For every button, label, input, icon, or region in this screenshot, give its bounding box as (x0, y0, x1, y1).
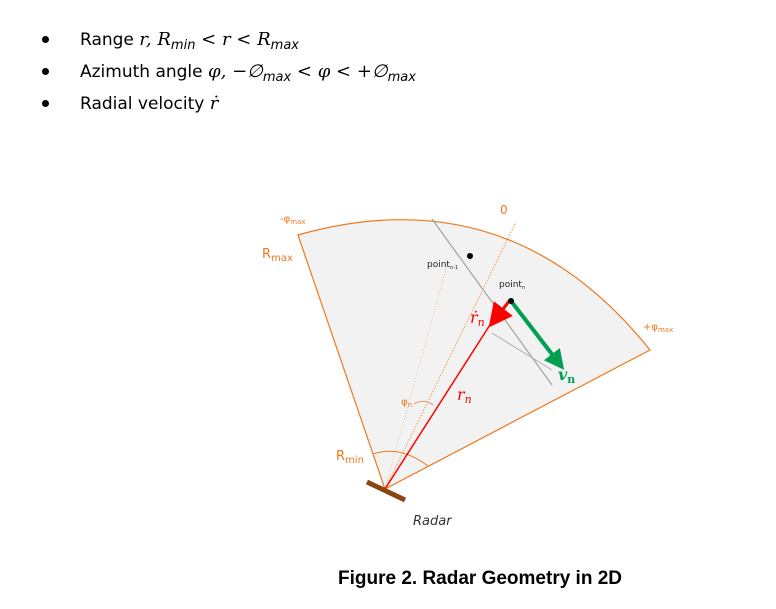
reference-line (384, 261, 449, 490)
bullet-sub: max (262, 70, 292, 85)
pos-phi-max-label: +φmax (643, 322, 673, 334)
bullet-label: Radial velocity (80, 94, 205, 114)
radar-antenna (365, 479, 407, 503)
rmin-label: Rmin (336, 449, 364, 466)
point-n-marker (508, 298, 514, 304)
phi-n-arc (413, 400, 434, 406)
figure-caption: Figure 2. Radar Geometry in 2D (0, 568, 776, 590)
velocity-label: vn (558, 365, 575, 386)
neg-phi-max-label: -φmax (280, 214, 305, 226)
range-label: rn (457, 385, 472, 406)
bullet-dot (42, 68, 49, 75)
point-prev-label: pointn-1 (427, 260, 458, 271)
bullet-rel: < φ < +∅ (291, 61, 388, 82)
rmax-label: Rmax (262, 247, 293, 264)
velocity-arrow (509, 299, 565, 370)
bullet-dot (42, 100, 49, 107)
point-n-label: pointn (499, 280, 525, 291)
bullet-dot (42, 36, 49, 43)
coverage-sector (297, 219, 651, 490)
caption-text: Figure 2. Radar Geometry in 2D (337, 568, 623, 589)
bullet-sub: max (387, 70, 416, 85)
rmin-arc (372, 450, 429, 467)
zero-degree-label: 0 (500, 203, 508, 217)
bullet-sub: min (170, 38, 196, 53)
bullet-rel: < r < R (195, 29, 271, 50)
bullet-label: Azimuth angle (80, 62, 203, 82)
radial-velocity-label: ṙn (470, 308, 485, 329)
bullet-math: ṙ (209, 93, 219, 114)
bullet-sub: max (270, 38, 299, 53)
range-vector (384, 316, 496, 490)
projection-line (491, 332, 553, 371)
bullet-math: r, R (139, 29, 171, 50)
point-prev-marker (467, 253, 473, 259)
radar-label: Radar (413, 514, 453, 529)
phi-n-label: φn (401, 397, 412, 409)
radial-velocity-arrow (488, 299, 513, 328)
bullet-label: Range (80, 30, 134, 50)
bullet-math: φ, −∅ (208, 61, 263, 82)
